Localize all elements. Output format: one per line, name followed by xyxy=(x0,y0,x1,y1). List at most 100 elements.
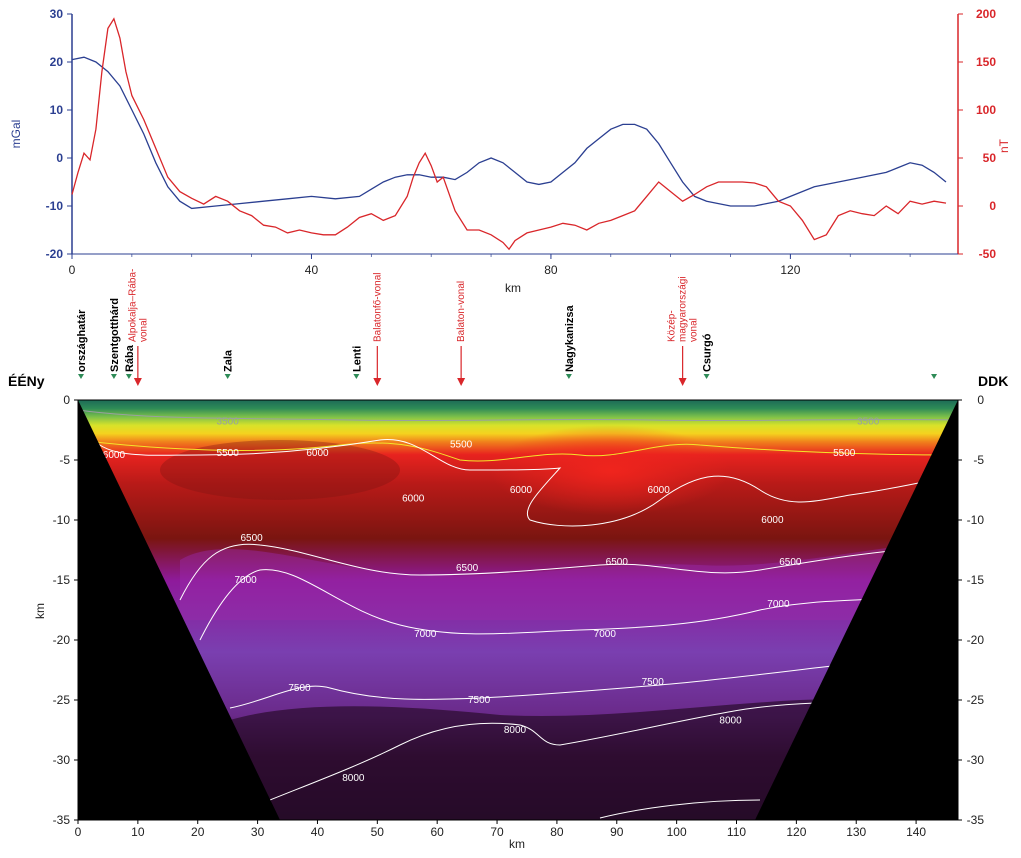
location-marker-label: Csurgó xyxy=(702,333,714,372)
section-x-tick-label: 140 xyxy=(906,825,926,839)
top-plot-area xyxy=(72,14,958,254)
contour-label-7500: 7500 xyxy=(642,677,665,688)
fault-marker-arrow xyxy=(133,378,142,386)
location-marker-triangle xyxy=(224,374,231,379)
section-y-tick-label-right: -20 xyxy=(967,633,985,647)
contour-label-6500: 6500 xyxy=(779,557,802,568)
location-marker-triangle xyxy=(125,374,132,379)
right-tick-label: 0 xyxy=(989,199,996,213)
location-marker-triangle xyxy=(565,374,572,379)
left-y-label: mGal xyxy=(9,120,23,149)
right-direction-label: DDK xyxy=(978,373,1008,389)
right-y-label: nT xyxy=(997,138,1011,153)
contour-label-8000: 8000 xyxy=(342,773,365,784)
contour-label-8000: 8000 xyxy=(719,715,742,726)
section-x-tick-label: 50 xyxy=(371,825,385,839)
contour-label-7500: 7500 xyxy=(288,683,311,694)
section-y-ticks-right: 0 -5 -10 -15 -20 -25 -30 -35 xyxy=(958,393,984,827)
section-x-tick-label: 110 xyxy=(727,825,746,839)
gravity-series-line xyxy=(71,56,947,210)
fault-marker-arrow xyxy=(678,378,687,386)
section-x-tick-label: 60 xyxy=(431,825,445,839)
contour-8000-lower xyxy=(599,799,761,819)
contour-label-7000: 7000 xyxy=(234,575,257,586)
contour-label-5500: 5500 xyxy=(833,448,856,459)
end-marker-triangle xyxy=(931,374,938,379)
fault-marker-arrow xyxy=(457,378,466,386)
location-marker-label: Lenti xyxy=(351,346,363,372)
section-x-ticks: 0 10 20 30 40 50 60 70 80 90 100 110 120 130 140 xyxy=(75,820,926,839)
contour-label-6500: 6500 xyxy=(456,563,479,574)
contour-label-3500: 3500 xyxy=(217,417,240,428)
right-tick-label: 100 xyxy=(976,103,996,117)
location-marker-triangle xyxy=(703,374,710,379)
top-x-tick-label: 0 xyxy=(69,263,76,277)
top-x-tick-label: 80 xyxy=(544,263,558,277)
contour-label-6000: 6000 xyxy=(306,448,329,459)
right-y-ticks: 200 150 100 50 0 -50 xyxy=(958,7,996,261)
top-x-tick-label: 40 xyxy=(305,263,319,277)
contour-label-5500: 5500 xyxy=(217,448,240,459)
section-x-tick-label: 20 xyxy=(191,825,205,839)
location-marker-label: Rába xyxy=(124,344,136,372)
contour-label-7000: 7000 xyxy=(414,629,437,640)
low-anomaly xyxy=(160,440,400,500)
left-tick-label: -20 xyxy=(46,247,64,261)
section-y-tick-label-right: -15 xyxy=(967,573,985,587)
section-y-tick-label-right: -25 xyxy=(967,693,985,707)
section-x-tick-label: 40 xyxy=(311,825,325,839)
location-marker-label: országhatár xyxy=(76,309,88,372)
right-mask xyxy=(755,400,958,820)
section-x-tick-label: 100 xyxy=(667,825,687,839)
top-x-ticks: 0 40 80 120 xyxy=(69,254,911,277)
section-y-tick-label-left: -10 xyxy=(53,513,71,527)
section-y-tick-label-left: -25 xyxy=(53,693,71,707)
left-y-ticks: 30 20 10 0 -10 -20 xyxy=(46,7,72,261)
contour-label-6000: 6000 xyxy=(761,515,784,526)
section-y-tick-label-right: 0 xyxy=(977,393,984,407)
contour-5500 xyxy=(78,439,958,462)
section-y-tick-label-right: -5 xyxy=(973,453,984,467)
section-x-tick-label: 70 xyxy=(490,825,504,839)
section-y-tick-label-right: -30 xyxy=(967,753,985,767)
contour-6000 xyxy=(84,427,958,527)
contour-label-7000: 7000 xyxy=(594,629,617,640)
contour-label-6500: 6500 xyxy=(606,557,629,568)
contour-3500 xyxy=(78,409,958,422)
location-marker-label: Szentgotthárd xyxy=(109,298,121,372)
location-marker-label: Zala xyxy=(223,349,235,372)
section-y-tick-label-left: 0 xyxy=(63,393,70,407)
section-x-tick-label: 30 xyxy=(251,825,265,839)
section-x-label: km xyxy=(509,837,525,851)
fault-marker-label: Alpokalja–Rába- xyxy=(127,269,138,342)
left-tick-label: -10 xyxy=(46,199,64,213)
left-tick-label: 10 xyxy=(50,103,64,117)
left-mask xyxy=(78,400,280,820)
location-marker-label: Nagykanizsa xyxy=(564,304,576,372)
right-tick-label: 50 xyxy=(983,151,997,165)
contour-label-6000: 6000 xyxy=(510,485,533,496)
location-marker-triangle xyxy=(110,374,117,379)
top-x-label: km xyxy=(505,281,521,295)
location-marker-triangle xyxy=(77,374,84,379)
fault-marker-label: Közép- xyxy=(667,310,678,342)
contour-label-8000: 8000 xyxy=(504,725,527,736)
contour-7000 xyxy=(199,569,958,641)
section-x-tick-label: 130 xyxy=(846,825,866,839)
profile-markers: országhatár Szentgotthárd Rába Zala Lenti Nag… xyxy=(76,269,938,386)
left-tick-label: 20 xyxy=(50,55,64,69)
fault-marker-arrow xyxy=(373,378,382,386)
fault-marker-label: Balaton-vonal xyxy=(456,281,467,342)
section-y-ticks-left: 0 -5 -10 -15 -20 -25 -30 -35 xyxy=(53,393,78,827)
fault-marker-label: magyarországi xyxy=(678,276,689,342)
section-y-tick-label-right: -35 xyxy=(967,813,985,827)
left-direction-label: ÉÉNy xyxy=(8,373,45,389)
contour-6500 xyxy=(179,543,958,601)
section-y-tick-label-left: -15 xyxy=(53,573,71,587)
left-tick-label: 0 xyxy=(56,151,63,165)
section-frame xyxy=(77,399,959,821)
contour-label-5500: 5500 xyxy=(450,439,473,450)
right-tick-label: 150 xyxy=(976,55,996,69)
right-tick-label: -50 xyxy=(979,247,997,261)
